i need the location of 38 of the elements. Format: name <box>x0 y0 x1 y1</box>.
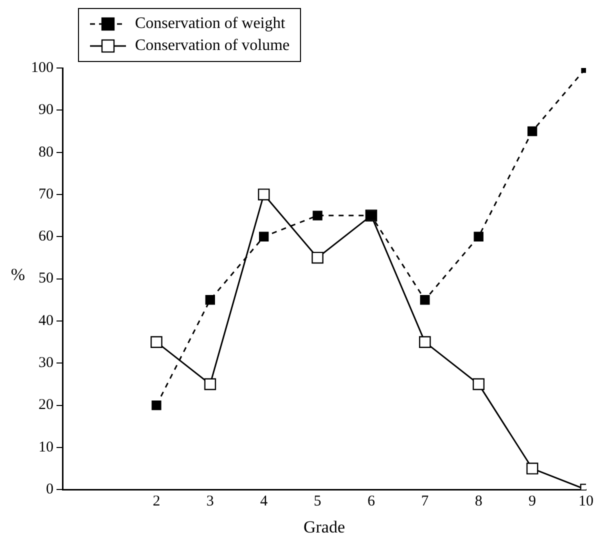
y-tick-label: 50 <box>38 270 54 287</box>
y-tick-label: 20 <box>38 397 54 414</box>
y-tick-label: 100 <box>31 60 54 76</box>
y-tick-label: 10 <box>38 439 54 456</box>
x-tick-label: 5 <box>314 494 322 510</box>
point <box>204 378 216 390</box>
x-tick-label: 10 <box>578 494 594 510</box>
y-tick-label: 90 <box>38 102 54 118</box>
x-tick-label: 9 <box>528 494 536 510</box>
x-tick-label: 6 <box>367 494 376 510</box>
x-tick-label: 8 <box>474 494 482 510</box>
point <box>420 295 430 305</box>
y-tick-label: 0 <box>46 482 54 498</box>
y-tick-label: 70 <box>38 186 54 202</box>
point <box>419 336 431 348</box>
point <box>152 400 162 410</box>
point <box>205 295 215 305</box>
point <box>258 188 270 200</box>
point <box>312 210 322 220</box>
x-tick-label: 4 <box>260 494 268 510</box>
point <box>312 252 324 264</box>
point <box>472 378 485 390</box>
x-tick-label: 2 <box>152 494 160 510</box>
x-axis-title: Grade <box>303 517 346 536</box>
y-tick-label: 60 <box>38 228 54 245</box>
point <box>526 462 538 474</box>
point <box>527 126 538 136</box>
point <box>259 232 269 242</box>
legend-label: Conservation of weight <box>135 14 286 34</box>
point <box>150 336 162 348</box>
y-tick-label: 40 <box>38 312 54 329</box>
y-tick-label: 30 <box>38 355 54 372</box>
y-tick-label: 80 <box>38 144 54 160</box>
y-axis-title: % <box>10 265 26 285</box>
point <box>474 232 484 242</box>
x-tick-label: 7 <box>421 494 430 510</box>
legend-label: Conservation of volume <box>135 36 290 56</box>
x-tick-label: 3 <box>206 494 214 510</box>
